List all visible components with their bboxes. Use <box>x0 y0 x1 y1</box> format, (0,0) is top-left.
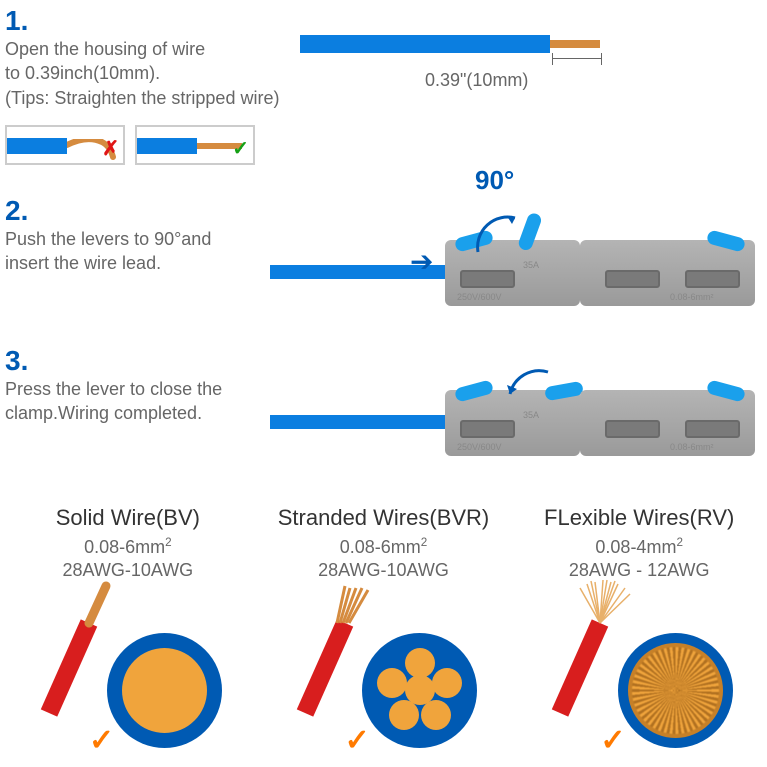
bv-range: 0.08-6mm2 <box>4 535 252 559</box>
check-icon: ✓ <box>89 723 114 758</box>
connector-body: 35A 250V/600V 0.08-6mm² <box>445 390 755 460</box>
slot <box>605 270 660 288</box>
stranded-cross-icon <box>377 648 462 733</box>
bvr-range: 0.08-6mm2 <box>260 535 508 559</box>
compare-good: ✓ <box>135 125 255 165</box>
measurement-bracket <box>552 58 602 59</box>
slot <box>605 420 660 438</box>
connector-body: 35A 250V/600V 0.08-6mm² <box>445 240 755 310</box>
wire-type-bv: Solid Wire(BV) 0.08-6mm2 28AWG-10AWG ✓ <box>0 505 256 758</box>
wire-type-bvr: Stranded Wires(BVR) 0.08-6mm2 28AWG-10AW… <box>256 505 512 758</box>
step-1: 1. Open the housing of wire to 0.39inch(… <box>5 5 295 110</box>
wire-insulation <box>300 35 550 53</box>
connector-step3: 35A 250V/600V 0.08-6mm² <box>270 345 690 475</box>
step-1-text: Open the housing of wire to 0.39inch(10m… <box>5 37 295 110</box>
measurement-label: 0.39"(10mm) <box>425 70 528 91</box>
check-icon: ✓ <box>232 136 249 161</box>
check-icon: ✓ <box>345 723 370 758</box>
arrow-right-icon: ➔ <box>410 245 433 278</box>
lever-right-icon <box>706 229 746 252</box>
bvr-illustration: ✓ <box>260 593 508 758</box>
wire-type-rv: FLexible Wires(RV) 0.08-4mm2 28AWG - 12A… <box>511 505 767 758</box>
rv-cross-section <box>618 633 733 748</box>
slot <box>460 270 515 288</box>
bvr-title: Stranded Wires(BVR) <box>260 505 508 531</box>
rv-range: 0.08-4mm2 <box>515 535 763 559</box>
wire-types-row: Solid Wire(BV) 0.08-6mm2 28AWG-10AWG ✓ S… <box>0 505 767 758</box>
compare-bad: ✗ <box>5 125 125 165</box>
slot <box>460 420 515 438</box>
solid-cross-icon <box>122 648 207 733</box>
step-1-number: 1. <box>5 5 295 37</box>
rv-illustration: ✓ <box>515 593 763 758</box>
bv-cross-section <box>107 633 222 748</box>
bv-illustration: ✓ <box>4 593 252 758</box>
flex-cross-icon <box>628 643 723 738</box>
slot <box>685 270 740 288</box>
check-icon: ✓ <box>600 723 625 758</box>
slot <box>685 420 740 438</box>
insert-wire <box>270 415 445 429</box>
lever-left-icon <box>454 379 494 402</box>
lever-right-icon <box>706 379 746 402</box>
angle-90-label: 90° <box>475 165 514 196</box>
bv-title: Solid Wire(BV) <box>4 505 252 531</box>
wire-copper <box>550 40 600 48</box>
step-1-wire <box>300 35 550 53</box>
connector-step2: ➔ 35A 250V/600V 0.08-6mm² <box>270 195 690 325</box>
rv-title: FLexible Wires(RV) <box>515 505 763 531</box>
bvr-cross-section <box>362 633 477 748</box>
strip-comparison: ✗ ✓ <box>5 125 255 165</box>
x-icon: ✗ <box>102 136 119 161</box>
